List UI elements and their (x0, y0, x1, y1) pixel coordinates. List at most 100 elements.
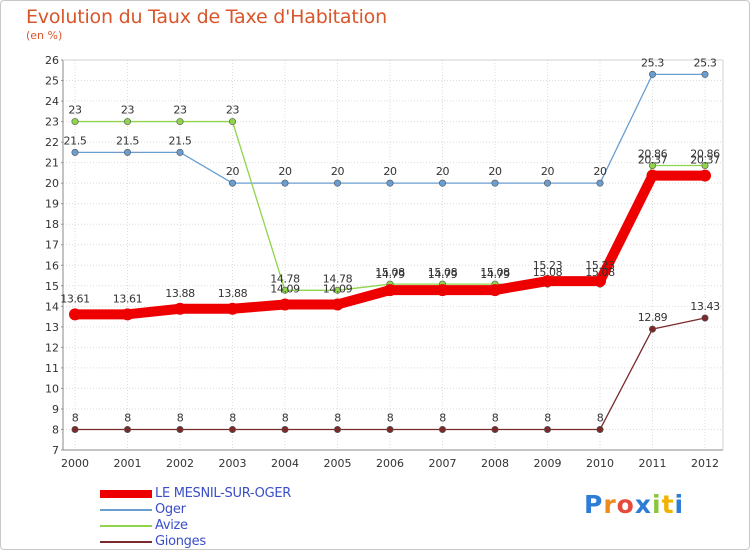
data-label: 13.61 (113, 292, 143, 305)
data-label: 8 (492, 411, 499, 424)
data-label: 25.3 (694, 56, 717, 69)
legend-item: Oger (100, 502, 360, 518)
x-tick-label: 2007 (429, 457, 457, 470)
data-point (648, 70, 656, 78)
data-label: 14.09 (323, 282, 353, 295)
data-point (229, 425, 237, 433)
data-point (281, 286, 289, 294)
data-label: 20.86 (638, 148, 668, 161)
chart-legend: LE MESNIL-SUR-OGER Oger Avize Gionges (100, 486, 360, 550)
data-point (438, 425, 446, 433)
data-label: 13.88 (165, 287, 195, 300)
y-tick-label: 14 (45, 300, 59, 313)
data-point (701, 70, 709, 78)
data-label: 14.78 (323, 272, 353, 285)
data-point (71, 118, 79, 126)
data-label: 21.5 (64, 134, 87, 147)
data-label: 20 (436, 165, 450, 178)
x-tick-label: 2008 (481, 457, 509, 470)
data-point (646, 169, 659, 182)
data-point (648, 162, 656, 170)
y-tick-label: 12 (45, 341, 59, 354)
data-label: 8 (72, 411, 79, 424)
data-label: 14.79 (428, 268, 458, 281)
x-tick-label: 2000 (61, 457, 89, 470)
data-label: 15.08 (533, 266, 563, 279)
data-label: 8 (544, 411, 551, 424)
data-label: 15.08 (375, 266, 405, 279)
unit-label: (en %) (26, 29, 63, 42)
data-label: 14.79 (480, 268, 510, 281)
data-point (121, 308, 134, 321)
y-tick-label: 21 (45, 157, 59, 170)
data-point (384, 284, 396, 297)
data-point (176, 148, 184, 156)
data-label: 14.09 (270, 282, 300, 295)
y-tick-label: 25 (45, 75, 59, 88)
y-tick-label: 8 (52, 423, 59, 436)
x-tick-label: 2006 (376, 457, 404, 470)
data-label: 23 (68, 104, 82, 117)
data-label: 15.23 (533, 259, 563, 272)
data-label: 20 (278, 165, 292, 178)
legend-item: Gionges (100, 534, 360, 550)
data-point (281, 179, 289, 187)
data-label: 8 (177, 411, 184, 424)
y-tick-label: 22 (45, 136, 59, 149)
data-point (596, 179, 604, 187)
data-label: 8 (124, 411, 131, 424)
chart-title: Evolution du Taux de Taxe d'Habitation (26, 6, 387, 28)
y-tick-label: 18 (45, 218, 59, 231)
data-label: 15.08 (480, 266, 510, 279)
data-label: 8 (334, 411, 341, 424)
data-label: 20 (541, 165, 555, 178)
data-label: 15.08 (428, 266, 458, 279)
data-point (386, 425, 394, 433)
data-point (279, 298, 291, 311)
data-label: 13.61 (60, 292, 90, 305)
data-point (491, 425, 499, 433)
data-label: 23 (226, 104, 240, 117)
data-point (386, 179, 394, 187)
data-label: 20 (383, 165, 397, 178)
data-point (701, 162, 709, 170)
legend-swatch (100, 525, 152, 527)
data-point (174, 302, 186, 315)
data-point (543, 179, 551, 187)
data-label: 14.79 (375, 268, 405, 281)
legend-label: Gionges (155, 534, 206, 549)
data-point (124, 118, 132, 126)
data-point (69, 308, 81, 321)
y-tick-label: 11 (45, 362, 59, 375)
legend-label: LE MESNIL-SUR-OGER (155, 486, 292, 501)
data-label: 23 (173, 104, 187, 117)
y-tick-label: 17 (45, 239, 59, 252)
logo-letter: i (674, 490, 685, 519)
data-label: 20.37 (638, 154, 668, 167)
data-point (648, 325, 656, 333)
data-point (281, 425, 289, 433)
y-tick-label: 15 (45, 280, 59, 293)
data-point (124, 425, 132, 433)
proxiti-logo: Proxiti (584, 490, 684, 519)
data-point (491, 179, 499, 187)
data-point (333, 425, 341, 433)
logo-letter: t (661, 490, 675, 519)
data-label: 20 (331, 165, 345, 178)
y-tick-label: 26 (45, 54, 59, 67)
x-tick-label: 2011 (639, 457, 667, 470)
x-tick-label: 2001 (114, 457, 142, 470)
data-point (331, 298, 344, 311)
logo-letter: P (584, 490, 604, 519)
y-tick-label: 19 (45, 198, 59, 211)
data-label: 21.5 (169, 134, 192, 147)
y-tick-label: 7 (52, 444, 59, 457)
data-point (226, 302, 239, 315)
data-point (699, 169, 711, 182)
data-point (176, 118, 184, 126)
legend-item: Avize (100, 518, 360, 534)
data-label: 20 (488, 165, 502, 178)
y-tick-label: 24 (45, 95, 59, 108)
data-point (594, 275, 606, 288)
